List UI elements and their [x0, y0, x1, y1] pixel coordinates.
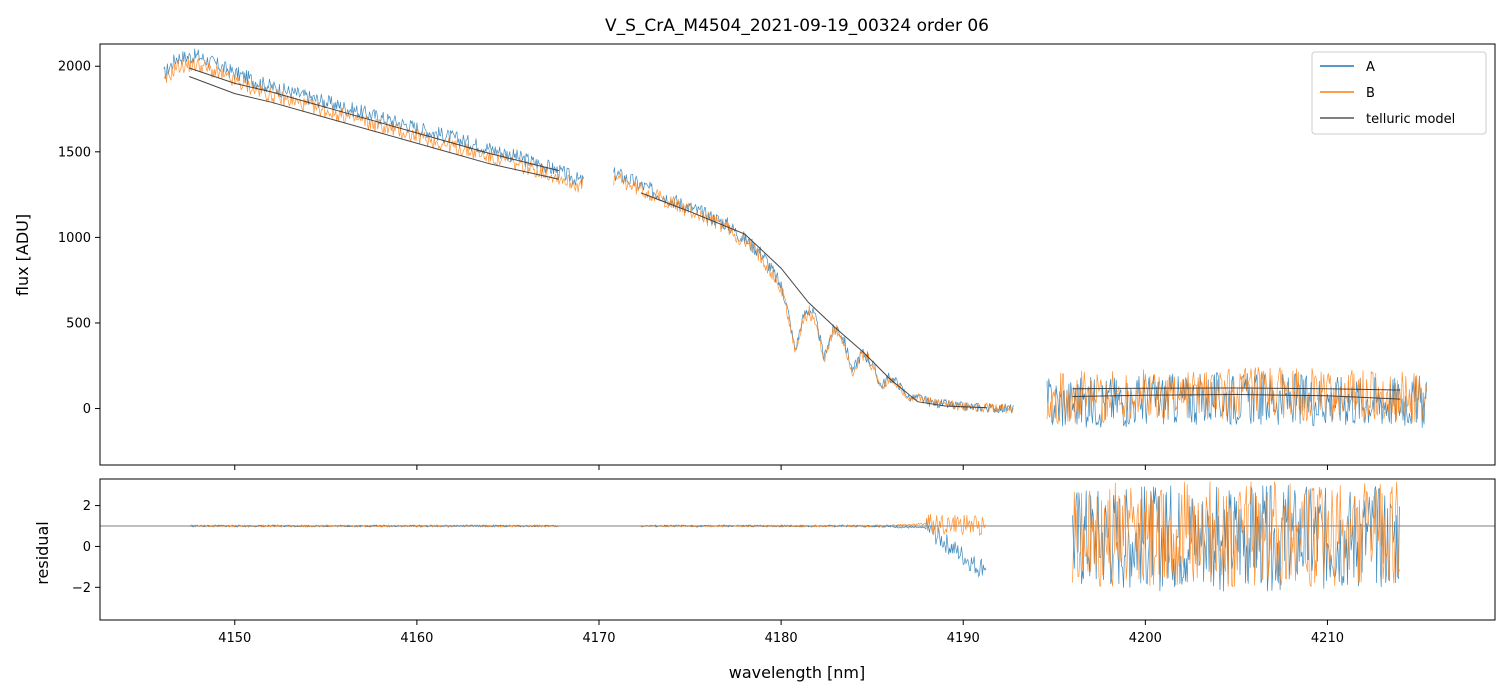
series-a: [163, 48, 1428, 428]
bottom-plot-area: 4150 4160 4170 4180 4190 4200 4210 −2 0 2 residua…: [33, 478, 1496, 682]
top-y-axis-label: flux [ADU]: [13, 214, 32, 296]
chart-title: V_S_CrA_M4504_2021-09-19_00324 order 06: [605, 16, 989, 36]
y-tick-label: 1000: [58, 231, 91, 246]
y-tick-label: −2: [72, 581, 91, 596]
top-axes-frame: [99, 43, 1496, 466]
legend-label-b: B: [1366, 86, 1375, 101]
top-data-layer: [163, 48, 1428, 428]
bottom-ticks: 4150 4160 4170 4180 4190 4200 4210 −2 0 2: [72, 499, 1344, 646]
bottom-data-layer: [100, 481, 1495, 592]
x-tick-label: 4210: [1311, 631, 1344, 646]
x-tick-label: 4170: [582, 631, 615, 646]
top-ticks: 0 500 1000 1500 2000: [58, 60, 1328, 470]
legend: A B telluric model: [1311, 51, 1487, 135]
y-tick-label: 500: [66, 316, 91, 331]
legend-label-a: A: [1366, 60, 1375, 75]
series-b: [189, 481, 1400, 588]
y-tick-label: 2: [83, 499, 91, 514]
y-tick-label: 2000: [58, 60, 91, 75]
y-tick-label: 0: [83, 540, 91, 555]
y-tick-label: 1500: [58, 145, 91, 160]
series-telluric-model-mid: [640, 192, 987, 409]
x-tick-label: 4160: [400, 631, 433, 646]
series-telluric-model-b: [189, 76, 560, 180]
bottom-y-axis-label: residual: [33, 521, 52, 584]
series-telluric-model-right-a: [1072, 387, 1401, 391]
bottom-axes-frame: [99, 478, 1496, 621]
legend-frame: [1311, 51, 1487, 135]
y-tick-label: 0: [83, 402, 91, 417]
legend-label-telluric: telluric model: [1366, 112, 1455, 127]
x-tick-label: 4150: [218, 631, 251, 646]
x-tick-label: 4190: [947, 631, 980, 646]
series-telluric-model-a: [189, 67, 560, 172]
x-axis-label: wavelength [nm]: [729, 663, 866, 682]
top-plot-area: 0 500 1000 1500 2000 flux [ADU]: [13, 43, 1496, 470]
x-tick-label: 4200: [1129, 631, 1162, 646]
x-tick-label: 4180: [765, 631, 798, 646]
series-telluric-model-right-b: [1072, 393, 1401, 400]
series-b: [163, 57, 1428, 425]
